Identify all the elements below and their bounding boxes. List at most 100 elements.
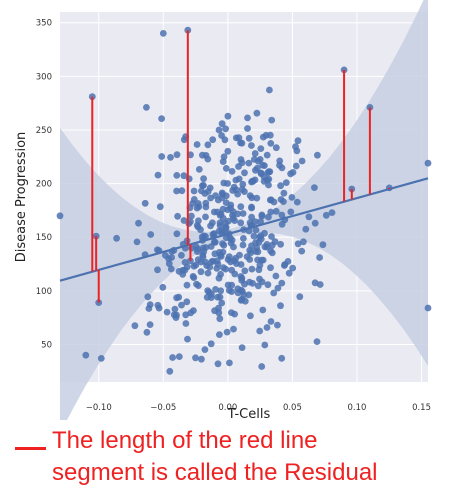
data-point	[263, 324, 271, 331]
data-point	[183, 281, 191, 289]
data-point	[253, 194, 261, 202]
data-point	[240, 235, 247, 242]
data-point	[188, 212, 195, 220]
data-point	[238, 185, 246, 193]
data-point	[248, 265, 256, 273]
data-point	[278, 279, 286, 287]
data-point	[237, 296, 245, 304]
data-point	[245, 291, 253, 299]
y-tick-label: 300	[36, 72, 52, 82]
data-point	[424, 304, 432, 312]
data-point	[232, 134, 240, 142]
data-point	[256, 275, 263, 283]
data-point	[288, 194, 296, 201]
data-point	[190, 196, 198, 203]
x-tick-label: −0.10	[86, 403, 112, 413]
y-tick-label: 200	[36, 180, 52, 190]
data-point	[268, 241, 276, 249]
data-point	[217, 287, 225, 295]
data-point	[166, 367, 174, 375]
data-point	[239, 210, 247, 217]
residual-segments	[91, 30, 391, 303]
data-point	[235, 175, 243, 183]
data-point	[258, 363, 266, 370]
data-point	[192, 354, 199, 362]
data-point	[158, 153, 166, 160]
data-point	[281, 262, 288, 269]
data-point	[305, 213, 313, 221]
data-point	[224, 112, 232, 120]
data-point	[311, 184, 318, 192]
data-point	[254, 157, 262, 165]
data-point	[267, 264, 274, 272]
data-point	[224, 256, 232, 263]
data-point	[198, 233, 206, 241]
data-point	[209, 136, 217, 144]
red-line-legend-swatch	[15, 447, 46, 450]
data-point	[216, 315, 224, 323]
data-point	[190, 307, 197, 314]
data-point	[280, 189, 288, 197]
data-point	[223, 328, 231, 336]
data-point	[248, 213, 256, 221]
data-point	[207, 222, 214, 230]
data-point	[246, 246, 254, 254]
data-point	[224, 206, 232, 214]
data-point	[298, 247, 306, 255]
data-point	[229, 187, 237, 194]
data-point	[216, 331, 223, 338]
data-point	[272, 272, 280, 280]
data-point	[169, 354, 177, 361]
data-point	[146, 301, 154, 308]
data-point	[263, 176, 271, 184]
data-point	[257, 170, 265, 178]
y-axis-title: Disease Progression	[14, 132, 29, 263]
data-point	[237, 219, 245, 227]
data-point	[316, 254, 323, 261]
annotation-line-1: The length of the red line	[52, 427, 318, 454]
data-point	[207, 194, 215, 202]
x-tick-label: 0.05	[283, 403, 302, 413]
data-point	[184, 26, 192, 34]
data-point	[154, 171, 162, 179]
data-point	[224, 147, 232, 155]
data-point	[300, 238, 307, 246]
data-point	[259, 306, 267, 314]
data-point	[267, 318, 275, 325]
data-point	[182, 311, 190, 319]
data-point	[183, 298, 191, 306]
data-point	[302, 225, 310, 233]
data-point	[173, 151, 181, 159]
data-point	[340, 66, 348, 74]
data-point	[268, 116, 276, 124]
data-point	[184, 335, 191, 343]
y-tick-label: 150	[36, 233, 52, 243]
data-point	[165, 260, 173, 268]
data-point	[215, 274, 223, 282]
data-point	[207, 294, 215, 301]
data-point	[311, 279, 319, 287]
data-point	[226, 359, 233, 367]
data-point	[92, 232, 100, 240]
data-point	[159, 283, 167, 291]
data-point	[249, 177, 256, 185]
data-point	[256, 261, 264, 269]
data-point	[266, 131, 274, 139]
data-point	[230, 325, 237, 333]
data-point	[173, 187, 181, 195]
data-point	[218, 132, 226, 139]
data-point	[289, 264, 297, 272]
data-point	[189, 273, 197, 280]
data-point	[147, 231, 155, 238]
data-point	[274, 321, 281, 329]
data-point	[272, 144, 280, 152]
data-point	[202, 213, 209, 221]
data-point	[197, 268, 205, 276]
data-point	[224, 281, 232, 289]
data-point	[265, 213, 272, 221]
data-point	[208, 258, 215, 266]
data-point	[237, 156, 245, 163]
data-point	[200, 175, 208, 183]
scatter-chart: −0.10 −0.05 0.00 0.05 0.10 0.15 50 100 150 200 25…	[14, 0, 432, 420]
data-point	[159, 30, 167, 37]
